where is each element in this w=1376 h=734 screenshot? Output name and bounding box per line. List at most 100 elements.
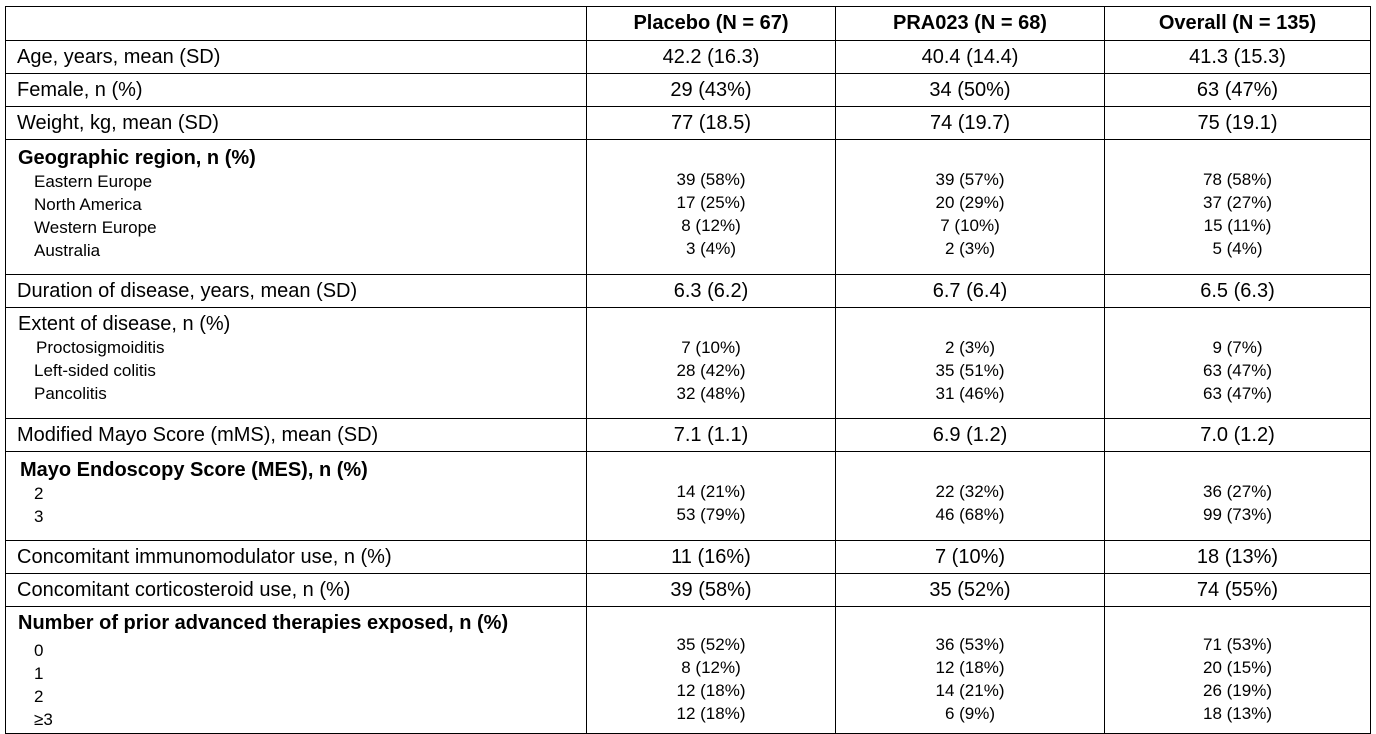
group-label-cell: Number of prior advanced therapies expos… <box>5 606 587 734</box>
item-value: 12 (18%) <box>676 681 746 700</box>
cell-placebo: 39 (58%) 17 (25%) 8 (12%) 3 (4%) <box>586 139 836 275</box>
item-value: 3 (4%) <box>685 239 737 258</box>
item-value: 63 (47%) <box>1203 361 1272 380</box>
item-value: 7 (10%) <box>940 216 1000 235</box>
item-value: 2 (3%) <box>944 338 996 357</box>
item-value: 5 (4%) <box>1212 239 1263 258</box>
item-label: Left-sided colitis <box>34 361 156 380</box>
item-value: 9 (7%) <box>1212 338 1263 357</box>
cell-pra023: 36 (53%) 12 (18%) 14 (21%) 6 (9%) <box>835 606 1105 734</box>
cell-overall: 63 (47%) <box>1104 73 1371 107</box>
cell-overall: 74 (55%) <box>1104 573 1371 607</box>
cell-placebo: 14 (21%) 53 (79%) <box>586 451 836 541</box>
cell-pra023: 2 (3%) 35 (51%) 31 (46%) <box>835 307 1105 419</box>
cell-placebo: 7 (10%) 28 (42%) 32 (48%) <box>586 307 836 419</box>
row-label: Concomitant corticosteroid use, n (%) <box>5 573 587 607</box>
row-label: Modified Mayo Score (mMS), mean (SD) <box>5 418 587 452</box>
item-value: 36 (27%) <box>1203 482 1272 501</box>
item-value: 63 (47%) <box>1203 384 1272 403</box>
row-extent-of-disease: Extent of disease, n (%) Proctosigmoidit… <box>5 307 1371 419</box>
row-immunomodulator: Concomitant immunomodulator use, n (%) 1… <box>5 540 1371 574</box>
row-label: Age, years, mean (SD) <box>5 40 587 74</box>
cell-placebo: 7.1 (1.1) <box>586 418 836 452</box>
cell-placebo: 29 (43%) <box>586 73 836 107</box>
item-value: 14 (21%) <box>676 482 746 501</box>
item-value: 78 (58%) <box>1203 170 1272 189</box>
item-value: 12 (18%) <box>676 704 746 723</box>
item-value: 8 (12%) <box>681 216 741 235</box>
item-value: 28 (42%) <box>676 361 746 380</box>
item-label: Eastern Europe <box>34 172 153 191</box>
row-age: Age, years, mean (SD) 42.2 (16.3) 40.4 (… <box>5 40 1371 74</box>
group-label-cell: Geographic region, n (%) Eastern Europe … <box>5 139 587 275</box>
cell-placebo: 35 (52%) 8 (12%) 12 (18%) 12 (18%) <box>586 606 836 734</box>
cell-pra023: 6.7 (6.4) <box>835 274 1105 308</box>
item-label: North America <box>34 195 142 214</box>
item-value: 8 (12%) <box>681 658 741 677</box>
cell-pra023: 35 (52%) <box>835 573 1105 607</box>
cell-pra023: 39 (57%) 20 (29%) 7 (10%) 2 (3%) <box>835 139 1105 275</box>
item-value: 20 (29%) <box>935 193 1005 212</box>
cell-overall: 41.3 (15.3) <box>1104 40 1371 74</box>
item-value: 99 (73%) <box>1203 505 1272 524</box>
item-value: 17 (25%) <box>676 193 746 212</box>
cell-pra023: 34 (50%) <box>835 73 1105 107</box>
item-value: 46 (68%) <box>935 505 1005 524</box>
cell-placebo: 39 (58%) <box>586 573 836 607</box>
group-title: Extent of disease, n (%) <box>18 313 231 335</box>
row-geographic-region: Geographic region, n (%) Eastern Europe … <box>5 139 1371 275</box>
cell-overall: 36 (27%) 99 (73%) <box>1104 451 1371 541</box>
cell-overall: 78 (58%) 37 (27%) 15 (11%) 5 (4%) <box>1104 139 1371 275</box>
item-value: 26 (19%) <box>1203 681 1272 700</box>
item-value: 14 (21%) <box>935 681 1005 700</box>
group-items: 2 3 <box>18 482 586 528</box>
group-title: Mayo Endoscopy Score (MES), n (%) <box>20 459 368 481</box>
group-title: Geographic region, n (%) <box>18 147 256 169</box>
cell-overall: 18 (13%) <box>1104 540 1371 574</box>
item-value: 6 (9%) <box>944 704 996 723</box>
cell-pra023: 74 (19.7) <box>835 106 1105 140</box>
row-label: Concomitant immunomodulator use, n (%) <box>5 540 587 574</box>
cell-pra023: 7 (10%) <box>835 540 1105 574</box>
group-items: Proctosigmoiditis Left-sided colitis Pan… <box>18 336 586 405</box>
group-items: 0 1 2 ≥3 <box>18 635 586 731</box>
cell-overall: 6.5 (6.3) <box>1104 274 1371 308</box>
row-mayo-endoscopy-score: Mayo Endoscopy Score (MES), n (%) 2 3 14… <box>5 451 1371 541</box>
item-value: 7 (10%) <box>681 338 741 357</box>
group-label-cell: Mayo Endoscopy Score (MES), n (%) 2 3 <box>5 451 587 541</box>
item-value: 39 (57%) <box>935 170 1005 189</box>
header-corner <box>5 6 587 41</box>
header-pra023: PRA023 (N = 68) <box>835 6 1105 41</box>
row-corticosteroid: Concomitant corticosteroid use, n (%) 39… <box>5 573 1371 607</box>
cell-placebo: 77 (18.5) <box>586 106 836 140</box>
group-title: Number of prior advanced therapies expos… <box>18 612 509 634</box>
item-value: 39 (58%) <box>676 170 746 189</box>
item-value: 35 (51%) <box>935 361 1005 380</box>
item-value: 20 (15%) <box>1203 658 1272 677</box>
group-items: Eastern Europe North America Western Eur… <box>18 170 586 262</box>
item-value: 18 (13%) <box>1203 704 1272 723</box>
cell-placebo: 11 (16%) <box>586 540 836 574</box>
row-label: Duration of disease, years, mean (SD) <box>5 274 587 308</box>
item-value: 22 (32%) <box>935 482 1005 501</box>
row-modified-mayo-score: Modified Mayo Score (mMS), mean (SD) 7.1… <box>5 418 1371 452</box>
cell-placebo: 42.2 (16.3) <box>586 40 836 74</box>
row-label: Weight, kg, mean (SD) <box>5 106 587 140</box>
item-label: Pancolitis <box>34 384 107 403</box>
item-value: 71 (53%) <box>1203 635 1272 654</box>
cell-overall: 71 (53%) 20 (15%) 26 (19%) 18 (13%) <box>1104 606 1371 734</box>
row-prior-advanced-therapies: Number of prior advanced therapies expos… <box>5 606 1371 734</box>
cell-placebo: 6.3 (6.2) <box>586 274 836 308</box>
row-female: Female, n (%) 29 (43%) 34 (50%) 63 (47%) <box>5 73 1371 107</box>
header-placebo: Placebo (N = 67) <box>586 6 836 41</box>
item-value: 36 (53%) <box>935 635 1005 654</box>
baseline-characteristics-table: Placebo (N = 67) PRA023 (N = 68) Overall… <box>5 6 1371 734</box>
item-label: 3 <box>34 507 44 526</box>
item-value: 15 (11%) <box>1203 216 1272 235</box>
item-label: Proctosigmoiditis <box>36 338 165 357</box>
cell-pra023: 40.4 (14.4) <box>835 40 1105 74</box>
item-label: 2 <box>34 484 44 503</box>
item-value: 12 (18%) <box>935 658 1005 677</box>
row-weight: Weight, kg, mean (SD) 77 (18.5) 74 (19.7… <box>5 106 1371 140</box>
item-label: 2 <box>34 687 44 706</box>
